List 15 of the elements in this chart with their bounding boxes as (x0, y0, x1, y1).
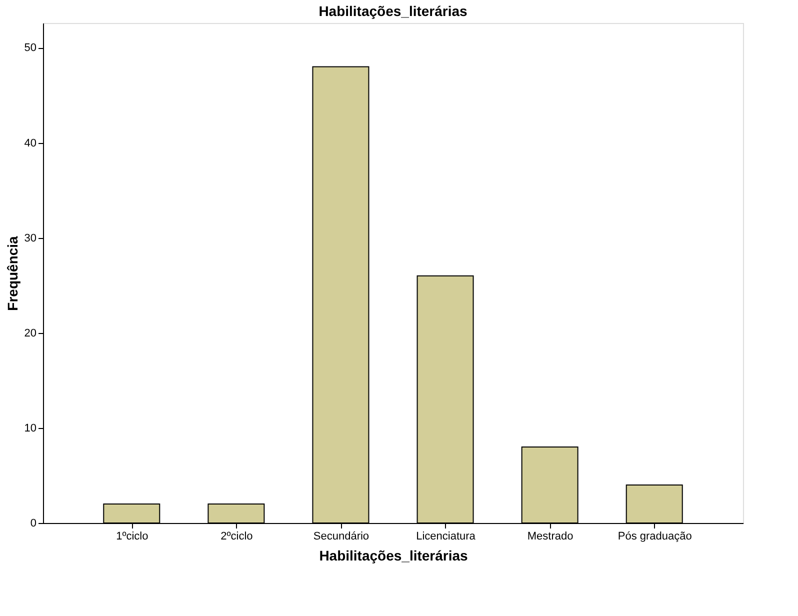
x-tick-label: Mestrado (527, 530, 574, 542)
y-axis-title: Frequência (4, 236, 20, 311)
y-tick-label: 30 (24, 232, 36, 244)
x-tick-label: Pós graduação (618, 530, 692, 542)
x-axis-title: Habilitações_literárias (319, 548, 468, 564)
y-tick-label: 20 (24, 327, 36, 340)
y-tick-label: 40 (24, 137, 36, 150)
y-tick-label: 50 (24, 42, 36, 54)
y-tick-label: 0 (30, 518, 36, 530)
x-tick-label: Licenciatura (416, 530, 476, 542)
x-tick-label: Secundário (313, 530, 370, 542)
chart-title: Habilitações_literárias (318, 3, 468, 19)
x-tick-label: 1ºciclo (116, 530, 148, 542)
x-tick-label: 2ºciclo (220, 530, 253, 542)
y-tick-label: 10 (24, 422, 36, 434)
